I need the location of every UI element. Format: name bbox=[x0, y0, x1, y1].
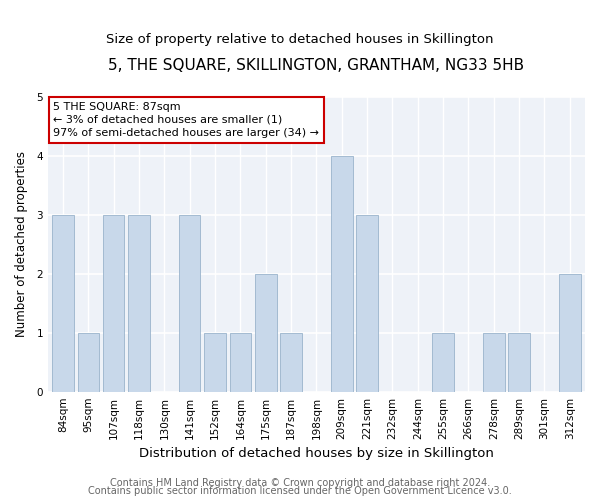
Bar bbox=[508, 333, 530, 392]
Bar bbox=[356, 215, 378, 392]
Bar bbox=[230, 333, 251, 392]
Bar bbox=[331, 156, 353, 392]
Bar bbox=[204, 333, 226, 392]
Text: Contains public sector information licensed under the Open Government Licence v3: Contains public sector information licen… bbox=[88, 486, 512, 496]
Text: Contains HM Land Registry data © Crown copyright and database right 2024.: Contains HM Land Registry data © Crown c… bbox=[110, 478, 490, 488]
Bar bbox=[280, 333, 302, 392]
Bar bbox=[103, 215, 124, 392]
Title: 5, THE SQUARE, SKILLINGTON, GRANTHAM, NG33 5HB: 5, THE SQUARE, SKILLINGTON, GRANTHAM, NG… bbox=[109, 58, 524, 72]
Bar bbox=[77, 333, 99, 392]
Bar bbox=[559, 274, 581, 392]
Bar bbox=[179, 215, 200, 392]
Text: 5 THE SQUARE: 87sqm
← 3% of detached houses are smaller (1)
97% of semi-detached: 5 THE SQUARE: 87sqm ← 3% of detached hou… bbox=[53, 102, 319, 138]
Bar bbox=[255, 274, 277, 392]
Y-axis label: Number of detached properties: Number of detached properties bbox=[15, 152, 28, 338]
X-axis label: Distribution of detached houses by size in Skillington: Distribution of detached houses by size … bbox=[139, 447, 494, 460]
Text: Size of property relative to detached houses in Skillington: Size of property relative to detached ho… bbox=[106, 32, 494, 46]
Bar bbox=[483, 333, 505, 392]
Bar bbox=[52, 215, 74, 392]
Bar bbox=[128, 215, 150, 392]
Bar bbox=[433, 333, 454, 392]
